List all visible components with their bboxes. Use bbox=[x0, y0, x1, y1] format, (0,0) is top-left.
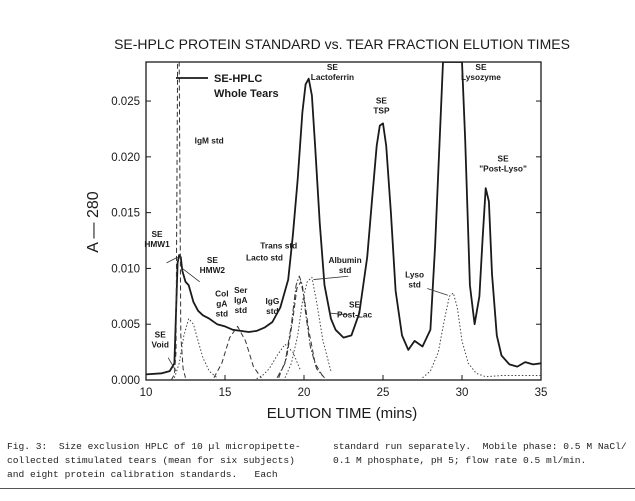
x-tick-label: 15 bbox=[219, 387, 232, 399]
series-line-lyso-std bbox=[422, 292, 541, 379]
annotation-se-post-lac: Post-Lac bbox=[337, 309, 372, 319]
x-tick-label: 10 bbox=[140, 387, 153, 399]
annotation-se-post-lac: SE bbox=[349, 299, 361, 309]
annotation-leader bbox=[166, 256, 178, 264]
x-tick-label: 30 bbox=[456, 387, 469, 399]
series-line-lacto-std bbox=[278, 281, 324, 378]
annotation-se-void: SE bbox=[155, 330, 167, 340]
annotation-se-post-lyso: "Post-Lyso" bbox=[479, 163, 527, 173]
legend-label-2: Whole Tears bbox=[214, 88, 279, 100]
annotation-ser-iga-std: IgA bbox=[234, 295, 247, 305]
y-axis-label: A — 280 bbox=[85, 191, 102, 252]
x-tick-label: 20 bbox=[298, 387, 311, 399]
annotation-leader bbox=[167, 357, 177, 372]
series-line-se-hplc-whole-tears bbox=[146, 62, 541, 376]
annotation-se-lactoferrin: Lactoferrin bbox=[311, 72, 354, 82]
chromatogram-chart: SE-HPLC PROTEIN STANDARD vs. TEAR FRACTI… bbox=[85, 36, 570, 422]
annotation-leader bbox=[313, 275, 349, 280]
annotation-col-ga-std: gA bbox=[216, 298, 227, 308]
y-tick-label: 0.010 bbox=[111, 263, 140, 275]
annotation-se-lactoferrin: SE bbox=[327, 62, 339, 72]
divider bbox=[0, 488, 635, 489]
y-tick-label: 0.020 bbox=[111, 152, 140, 164]
x-tick-label: 25 bbox=[377, 387, 390, 399]
annotation-leader bbox=[329, 312, 352, 316]
annotation-ser-iga-std: Ser bbox=[234, 285, 248, 295]
series-line-ser-iga-std bbox=[213, 325, 262, 379]
annotation-lyso-std: Lyso bbox=[405, 269, 424, 279]
annotation-leader bbox=[427, 288, 448, 296]
annotation-lacto-std: Lacto std bbox=[246, 253, 283, 263]
series-line-igm-std bbox=[170, 62, 186, 380]
series-line-trans-std bbox=[276, 275, 325, 379]
annotation-leader bbox=[182, 268, 200, 283]
annotation-se-tsp: TSP bbox=[373, 105, 390, 115]
annotation-col-ga-std: Col bbox=[215, 288, 228, 298]
annotation-se-lysozyme: SE bbox=[475, 62, 487, 72]
y-tick-label: 0.000 bbox=[111, 375, 140, 387]
series-line-col-ga-std bbox=[173, 318, 218, 379]
annotation-albumin-std: std bbox=[339, 265, 351, 275]
annotation-lyso-std: std bbox=[408, 279, 420, 289]
plot-frame bbox=[145, 61, 542, 381]
annotation-trans-std: Trans std bbox=[260, 240, 297, 250]
x-axis-label: ELUTION TIME (mins) bbox=[267, 405, 418, 422]
annotation-igm-std: IgM std bbox=[195, 135, 224, 145]
annotation-se-post-lyso: SE bbox=[498, 153, 510, 163]
annotation-ser-iga-std: std bbox=[235, 305, 247, 315]
y-tick-label: 0.025 bbox=[111, 96, 140, 108]
annotation-se-hmw1: HMW1 bbox=[144, 239, 170, 249]
annotation-col-ga-std: std bbox=[216, 308, 228, 318]
annotation-se-tsp: SE bbox=[376, 95, 388, 105]
legend-label: SE-HPLC bbox=[214, 73, 262, 85]
annotation-se-hmw1: SE bbox=[152, 229, 164, 239]
figure-caption-left: Fig. 3: Size exclusion HPLC of 10 µl mic… bbox=[7, 441, 301, 480]
series-line-albumin-std bbox=[284, 276, 332, 379]
annotation-se-hmw2: SE bbox=[207, 255, 219, 265]
y-tick-label: 0.005 bbox=[111, 319, 140, 331]
x-tick-label: 35 bbox=[535, 387, 548, 399]
y-tick-label: 0.015 bbox=[111, 208, 140, 220]
chart-title: SE-HPLC PROTEIN STANDARD vs. TEAR FRACTI… bbox=[114, 36, 570, 52]
annotation-se-void: Void bbox=[152, 340, 169, 350]
figure-caption-right: standard run separately. Mobile phase: 0… bbox=[333, 441, 627, 466]
annotation-se-hmw2: HMW2 bbox=[200, 265, 226, 275]
annotation-igg-std: IgG bbox=[265, 296, 279, 306]
series-line-igg-std bbox=[253, 343, 302, 380]
annotation-albumin-std: Albumin bbox=[328, 255, 361, 265]
annotation-se-lysozyme: Lysozyme bbox=[461, 72, 501, 82]
annotation-igg-std: std bbox=[266, 306, 278, 316]
